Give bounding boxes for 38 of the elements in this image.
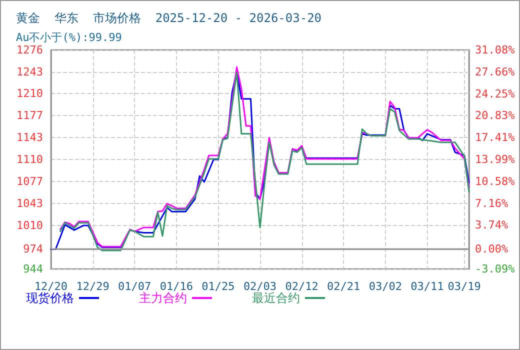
x-tick-label: 01/16: [160, 280, 193, 293]
y-tick-label: 974: [23, 242, 44, 256]
x-tick-label: 03/02: [368, 280, 402, 293]
y2-tick-label: 7.16%: [475, 196, 508, 210]
legend-label: 现货价格: [26, 291, 74, 305]
y-tick-label: 1043: [16, 197, 43, 210]
y2-tick-label: 24.25%: [475, 87, 516, 100]
y-tick-label: 1276: [16, 44, 43, 56]
y2-tick-label: 3.74%: [475, 218, 508, 232]
y-tick-label: 1077: [16, 174, 43, 188]
x-tick-label: 03/11: [410, 280, 444, 293]
chart-subtitle: Au不小于(%):99.99: [16, 31, 122, 44]
legend-label: 主力合约: [139, 291, 187, 305]
x-tick-label: 02/12: [285, 280, 318, 293]
y2-tick-label: -3.09%: [475, 262, 516, 276]
y-tick-label: 1143: [16, 131, 43, 144]
y2-tick-label: 27.66%: [475, 65, 516, 78]
y-tick-label: 1010: [16, 218, 43, 232]
x-tick-label: 02/03: [243, 280, 277, 293]
y2-tick-label: 10.58%: [475, 174, 516, 188]
x-tick-label: 02/21: [327, 280, 360, 293]
y-tick-label: 1177: [16, 108, 43, 122]
y2-tick-label: 17.41%: [475, 131, 516, 144]
y2-tick-label: 31.08%: [475, 44, 516, 56]
y-tick-label: 1110: [16, 153, 43, 166]
y-tick-label: 1210: [16, 87, 43, 100]
x-tick-label: 01/07: [118, 280, 152, 293]
y-tick-label: 944: [23, 262, 44, 276]
chart-title: 黄金 华东 市场价格 2025-12-20 - 2026-03-20: [16, 11, 322, 25]
y2-tick-label: 0.00%: [475, 242, 508, 256]
y2-tick-label: 13.99%: [475, 153, 516, 166]
y-tick-label: 1243: [16, 65, 43, 78]
x-tick-label: 12/29: [76, 280, 110, 293]
y2-tick-label: 20.83%: [475, 109, 516, 122]
legend-label: 最近合约: [252, 291, 300, 305]
x-tick-label: 12/20: [34, 280, 68, 293]
x-tick-label: 01/25: [202, 280, 235, 293]
x-tick-label: 03/19: [448, 280, 481, 293]
